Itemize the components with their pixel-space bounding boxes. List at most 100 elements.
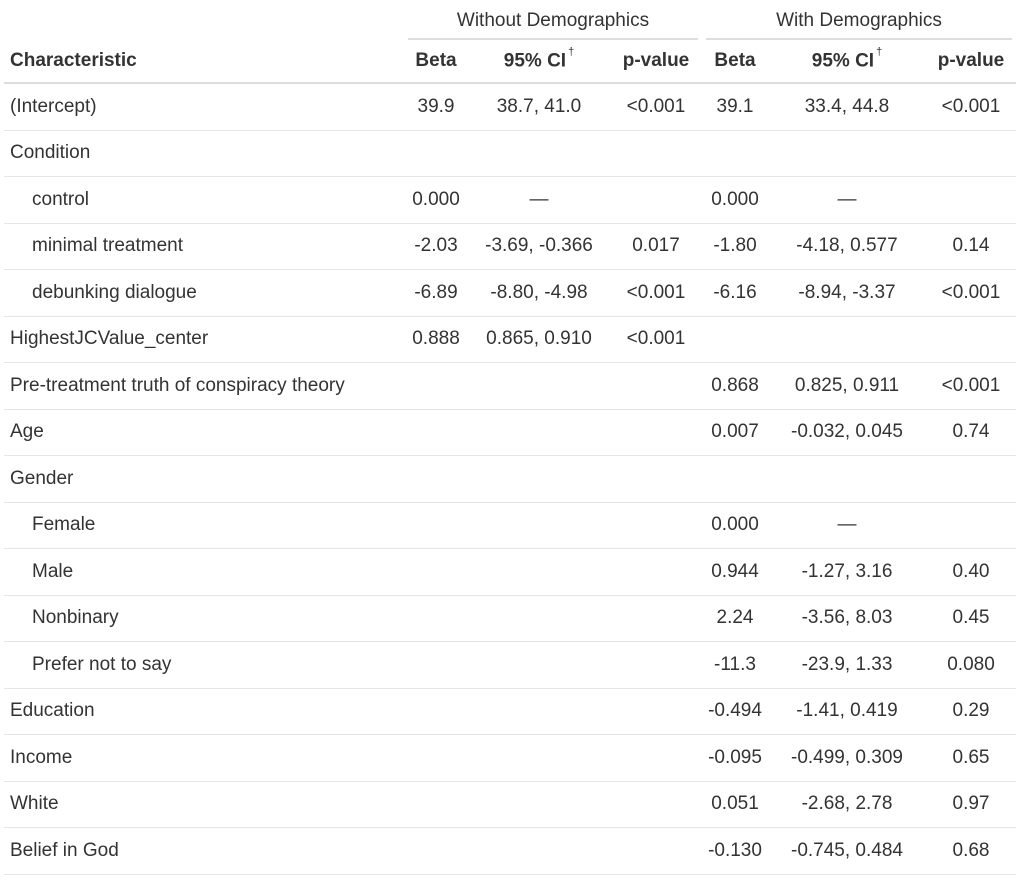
cell-beta-without: [404, 455, 468, 503]
table-body: (Intercept) 39.9 38.7, 41.0 <0.001 39.1 33.4,…: [4, 83, 1017, 875]
table-row: Female 0.000—: [4, 502, 1017, 549]
cell-ci-with: —: [768, 502, 926, 549]
regression-table: Without Demographics With Demographics C…: [4, 6, 1017, 875]
cell-pvalue-without: [610, 548, 702, 596]
cell-pvalue-without: [610, 176, 702, 224]
cell-ci-without: [468, 827, 610, 875]
table-row: Income -0.095 -0.499, 0.309 0.65: [4, 734, 1017, 782]
row-label: HighestJCValue_center: [4, 316, 404, 363]
cell-pvalue-with: 0.65: [926, 734, 1017, 782]
column-header-row: Characteristic Beta 95% CI † p-value Beta…: [4, 40, 1017, 84]
cell-beta-without: [404, 827, 468, 875]
row-label: control: [4, 176, 404, 224]
cell-ci-with: [768, 316, 926, 363]
cell-ci-with: 33.4, 44.8: [768, 83, 926, 131]
cell-beta-with: 2.24: [702, 595, 768, 642]
cell-pvalue-without: [610, 641, 702, 689]
row-label: Income: [4, 734, 404, 782]
cell-beta-with: -1.80: [702, 223, 768, 270]
cell-ci-with: [768, 455, 926, 503]
cell-pvalue-without: <0.001: [610, 316, 702, 363]
spanner-without-label: Without Demographics: [408, 10, 698, 40]
cell-pvalue-with: <0.001: [926, 362, 1017, 410]
cell-ci-with: —: [768, 176, 926, 224]
cell-ci-with: -0.032, 0.045: [768, 409, 926, 456]
table-row: White 0.051 -2.68, 2.78 0.97: [4, 781, 1017, 828]
row-label: Male: [4, 548, 404, 596]
cell-pvalue-with: [926, 316, 1017, 363]
cell-ci-with: -4.18, 0.577: [768, 223, 926, 270]
ci-footnote-mark: †: [568, 45, 575, 58]
cell-beta-with: -6.16: [702, 269, 768, 317]
cell-beta-without: [404, 130, 468, 177]
cell-beta-with: [702, 130, 768, 177]
cell-ci-without: [468, 362, 610, 410]
header-ci-without: 95% CI †: [468, 40, 610, 84]
cell-beta-with: [702, 316, 768, 363]
table-row: Age 0.007 -0.032, 0.045 0.74: [4, 409, 1017, 456]
cell-pvalue-without: [610, 502, 702, 549]
cell-ci-with: -23.9, 1.33: [768, 641, 926, 689]
cell-beta-without: [404, 409, 468, 456]
cell-ci-without: 38.7, 41.0: [468, 83, 610, 131]
cell-pvalue-without: <0.001: [610, 269, 702, 317]
cell-ci-without: —: [468, 176, 610, 224]
cell-beta-with: 0.000: [702, 502, 768, 549]
cell-pvalue-with: [926, 176, 1017, 224]
table-row: control 0.000—0.000—: [4, 176, 1017, 224]
cell-ci-without: 0.865, 0.910: [468, 316, 610, 363]
table-row: Gender: [4, 455, 1017, 503]
cell-pvalue-without: [610, 455, 702, 503]
cell-pvalue-with: 0.74: [926, 409, 1017, 456]
table-row: debunking dialogue -6.89 -8.80, -4.98 <0.00…: [4, 269, 1017, 317]
cell-beta-with: -0.095: [702, 734, 768, 782]
row-label: Education: [4, 688, 404, 735]
table-header: Without Demographics With Demographics C…: [4, 6, 1017, 84]
cell-ci-without: -3.69, -0.366: [468, 223, 610, 270]
cell-beta-without: 39.9: [404, 83, 468, 131]
cell-beta-without: [404, 641, 468, 689]
cell-pvalue-with: 0.14: [926, 223, 1017, 270]
table-row: Prefer not to say -11.3 -23.9, 1.33 0.080: [4, 641, 1017, 689]
row-label: Prefer not to say: [4, 641, 404, 689]
cell-pvalue-with: 0.40: [926, 548, 1017, 596]
cell-pvalue-without: [610, 827, 702, 875]
header-ci-label: 95% CI: [503, 50, 567, 72]
row-label: White: [4, 781, 404, 828]
spanner-row: Without Demographics With Demographics: [4, 6, 1016, 40]
cell-pvalue-with: [926, 502, 1017, 549]
row-label: minimal treatment: [4, 223, 404, 270]
row-label: Condition: [4, 130, 404, 177]
header-ci-label: 95% CI: [811, 50, 875, 72]
cell-beta-without: [404, 595, 468, 642]
cell-beta-with: -0.130: [702, 827, 768, 875]
header-pvalue-with: p-value: [926, 40, 1017, 84]
header-pvalue-without: p-value: [610, 40, 702, 84]
cell-beta-without: -2.03: [404, 223, 468, 270]
cell-beta-with: 0.000: [702, 176, 768, 224]
cell-beta-without: [404, 781, 468, 828]
cell-beta-with: 0.007: [702, 409, 768, 456]
spanner-without-demographics: Without Demographics: [404, 6, 702, 40]
cell-beta-with: [702, 455, 768, 503]
cell-beta-without: [404, 688, 468, 735]
table-row: HighestJCValue_center 0.888 0.865, 0.910 <0…: [4, 316, 1017, 363]
cell-pvalue-with: 0.97: [926, 781, 1017, 828]
cell-pvalue-with: [926, 130, 1017, 177]
cell-pvalue-without: 0.017: [610, 223, 702, 270]
cell-ci-without: [468, 502, 610, 549]
cell-ci-without: [468, 409, 610, 456]
header-beta-without: Beta: [404, 40, 468, 84]
cell-beta-without: [404, 362, 468, 410]
header-ci-with: 95% CI †: [768, 40, 926, 84]
cell-beta-with: -0.494: [702, 688, 768, 735]
cell-ci-without: [468, 455, 610, 503]
cell-beta-with: 39.1: [702, 83, 768, 131]
row-label: Belief in God: [4, 827, 404, 875]
cell-ci-without: [468, 781, 610, 828]
table-row: Pre-treatment truth of conspiracy theory…: [4, 362, 1017, 410]
cell-beta-without: [404, 502, 468, 549]
cell-beta-with: 0.944: [702, 548, 768, 596]
cell-beta-with: 0.868: [702, 362, 768, 410]
